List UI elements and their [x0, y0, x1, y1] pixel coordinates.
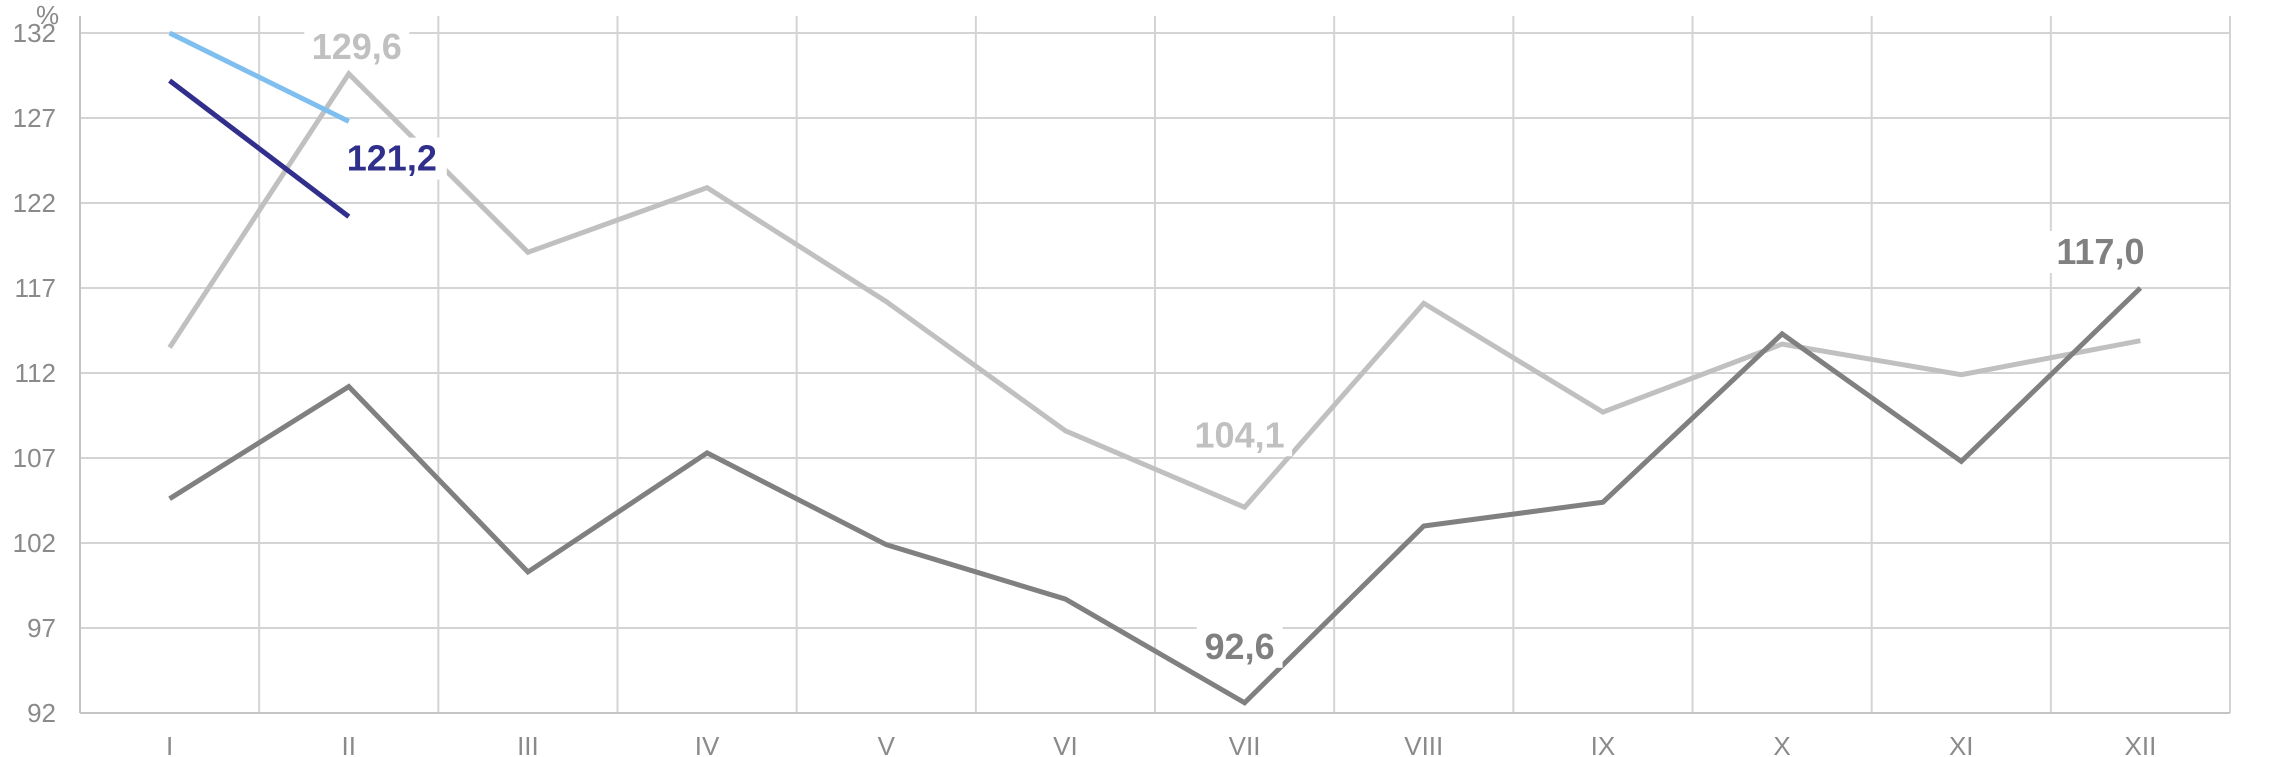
data-label-background — [1196, 625, 1283, 668]
data-label: 104,1 — [1195, 414, 1285, 455]
y-tick-label: 97 — [27, 613, 56, 643]
x-tick-label: IV — [695, 731, 720, 757]
x-tick-label: VI — [1053, 731, 1078, 757]
data-label-background — [1187, 414, 1293, 457]
x-tick-label: X — [1773, 731, 1790, 757]
y-tick-label: 92 — [27, 698, 56, 728]
data-label: 117,0 — [2056, 231, 2144, 272]
x-tick-label: I — [166, 731, 173, 757]
x-tick-label: VIII — [1404, 731, 1443, 757]
data-label-background — [341, 137, 447, 180]
y-tick-label: 102 — [13, 528, 56, 558]
x-tick-label: VII — [1229, 731, 1261, 757]
y-tick-label: 117 — [15, 273, 56, 303]
data-labels: 129,6 104,1 92,6 117,0 121,2 — [304, 25, 2153, 668]
data-label: 92,6 — [1205, 626, 1275, 667]
y-tick-label: 112 — [15, 358, 56, 388]
y-tick-label: 122 — [13, 188, 56, 218]
x-tick-label: V — [878, 731, 896, 757]
series-line-4 — [168, 78, 351, 219]
x-tick-label: II — [342, 731, 356, 757]
data-label-background — [2047, 231, 2153, 273]
series-line-2 — [168, 286, 2143, 706]
series-group — [167, 30, 2143, 706]
y-axis-unit-label: % — [36, 0, 59, 30]
x-tick-label: IX — [1591, 731, 1616, 757]
series-line-3 — [168, 30, 350, 124]
y-tick-label: 132 — [13, 18, 56, 48]
y-tick-label: 107 — [13, 443, 56, 473]
y-tick-label: 127 — [13, 103, 56, 133]
x-tick-label: XI — [1949, 731, 1974, 757]
data-label-background — [304, 25, 410, 68]
data-label: 121,2 — [347, 138, 437, 179]
x-tick-label: III — [517, 731, 539, 757]
x-tick-label: XII — [2125, 731, 2157, 757]
data-label: 129,6 — [312, 26, 402, 67]
series-line-1 — [167, 69, 2141, 511]
